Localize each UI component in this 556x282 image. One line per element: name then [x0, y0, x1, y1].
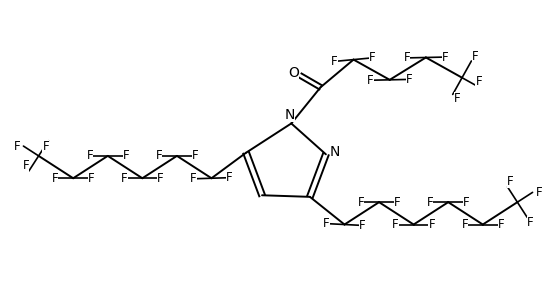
Text: F: F [405, 73, 412, 86]
Text: F: F [192, 149, 198, 162]
Text: F: F [323, 217, 330, 230]
Text: F: F [52, 172, 58, 185]
Text: F: F [498, 218, 504, 231]
Text: F: F [368, 74, 374, 87]
Text: F: F [429, 218, 435, 231]
Text: F: F [358, 196, 364, 209]
Text: F: F [331, 55, 338, 68]
Text: F: F [42, 140, 49, 153]
Text: F: F [122, 149, 129, 162]
Text: F: F [535, 186, 542, 199]
Text: N: N [285, 108, 295, 122]
Text: F: F [23, 159, 29, 172]
Text: F: F [226, 171, 233, 184]
Text: F: F [394, 196, 400, 209]
Text: F: F [157, 172, 164, 185]
Text: F: F [454, 92, 460, 105]
Text: F: F [475, 75, 482, 88]
Text: F: F [121, 172, 127, 185]
Text: F: F [190, 172, 197, 185]
Text: F: F [441, 50, 448, 63]
Text: F: F [359, 219, 366, 232]
Text: F: F [369, 51, 376, 64]
Text: F: F [14, 140, 21, 153]
Text: F: F [527, 216, 533, 229]
Text: F: F [427, 196, 434, 209]
Text: F: F [463, 196, 470, 209]
Text: O: O [289, 66, 299, 80]
Text: F: F [507, 175, 514, 188]
Text: F: F [461, 218, 468, 231]
Text: F: F [392, 218, 399, 231]
Text: F: F [86, 149, 93, 162]
Text: F: F [156, 149, 162, 162]
Text: F: F [404, 51, 410, 64]
Text: F: F [88, 172, 95, 185]
Text: F: F [473, 50, 479, 63]
Text: N: N [330, 145, 340, 159]
